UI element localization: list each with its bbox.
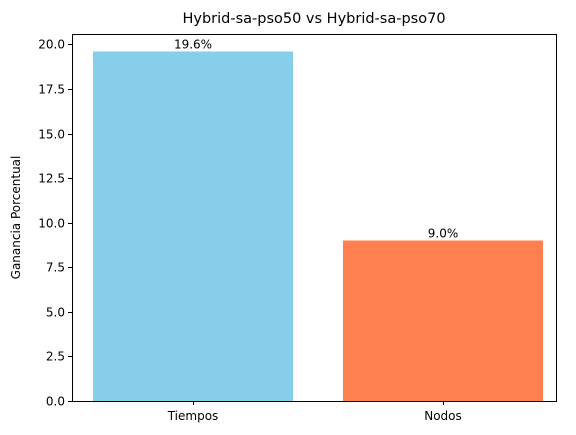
data-label: 19.6%: [174, 37, 212, 51]
y-tick-label: 20.0: [38, 38, 65, 52]
y-tick-label: 17.5: [38, 83, 65, 97]
y-tick-label: 5.0: [46, 306, 65, 320]
plot-frame: [72, 34, 557, 402]
y-tick-label: 10.0: [38, 217, 65, 231]
x-tick-label: Nodos: [424, 409, 462, 423]
chart-title: Hybrid-sa-pso50 vs Hybrid-sa-pso70: [182, 11, 445, 27]
bar-tiempos: [93, 51, 293, 401]
data-label: 9.0%: [428, 227, 459, 241]
bar-nodos: [343, 240, 543, 401]
y-axis-label: Ganancia Porcentual: [9, 156, 23, 280]
y-tick-label: 12.5: [38, 172, 65, 186]
y-tick-label: 0.0: [46, 395, 65, 409]
y-tick-label: 7.5: [46, 261, 65, 275]
x-tick-label: Tiempos: [167, 409, 219, 423]
bars-layer: [93, 51, 543, 401]
y-tick-label: 2.5: [46, 350, 65, 364]
x-axis-ticks: Tiempos Nodos: [167, 401, 462, 423]
y-tick-label: 15.0: [38, 128, 65, 142]
y-axis-ticks: 0.0 2.5 5.0 7.5 10.0 12.5 15.0 17.5 20.0: [38, 38, 72, 409]
data-labels-layer: 19.6% 9.0%: [174, 37, 458, 240]
